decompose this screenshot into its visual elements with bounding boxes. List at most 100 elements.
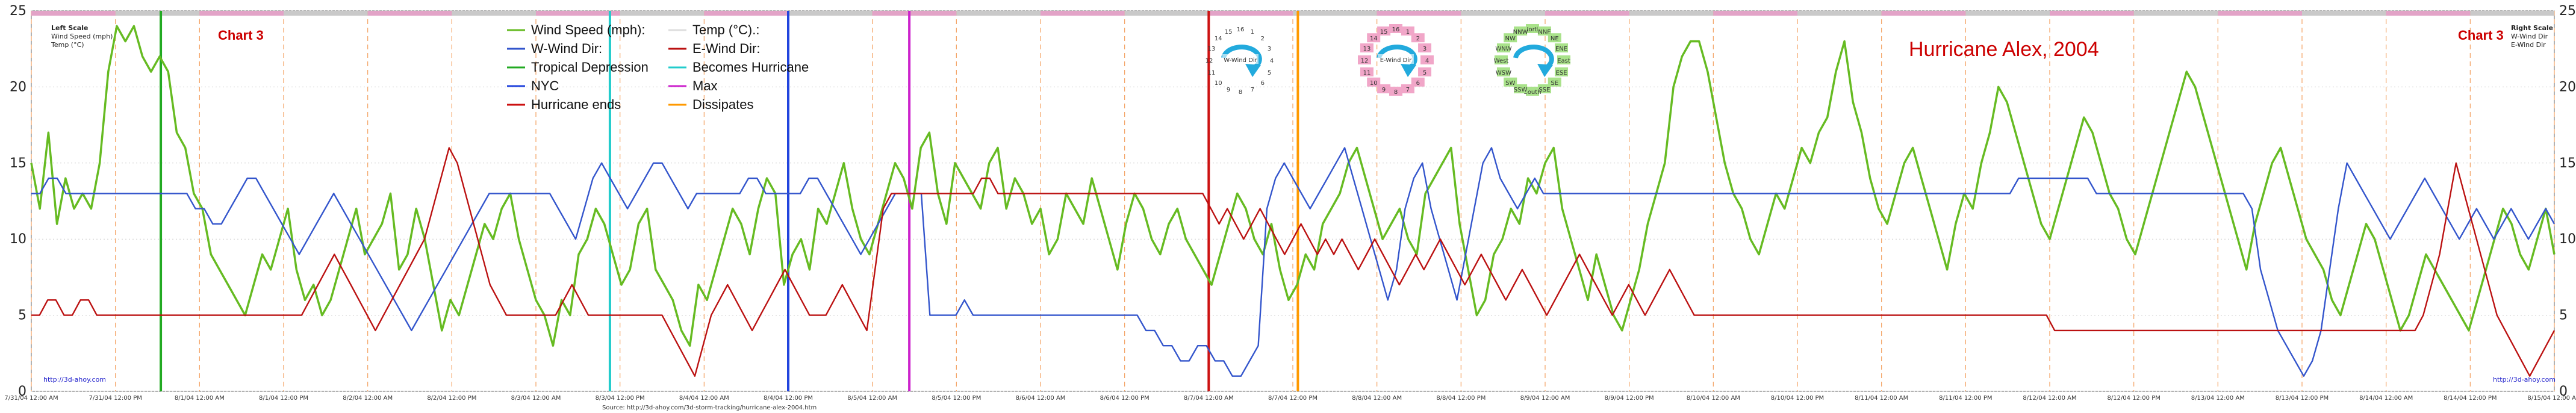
x-tick-label: 8/15/04 12:00 AM [2527,395,2576,402]
y-tick-label-left: 20 [10,79,26,95]
compass-box [1377,84,1391,94]
compass-box [1411,77,1425,87]
x-tick-label: 8/10/04 12:00 PM [1771,395,1824,402]
x-tick-label: 8/12/04 12:00 PM [2107,395,2160,402]
legend: Wind Speed (mph): Temp (°C).: W-Wind Dir: E… [507,22,809,112]
compass-label: 2 [1261,36,1265,42]
day-band [1965,11,2050,16]
compass-box [1504,77,1517,87]
series-line [31,147,2556,377]
url-right[interactable]: http://3d-ahoy.com [2493,376,2556,384]
compass-label: 3 [1268,46,1271,52]
compass-label: 5 [1268,70,1271,76]
compass-arrowhead [1245,64,1261,77]
compass-label: North [1524,26,1541,33]
compass-box [1514,84,1528,94]
compass-label: 3 [1423,46,1426,52]
compass-label: SW [1505,80,1515,87]
y-tick-label-right: 10 [2559,232,2576,247]
compass-label: 15 [1380,29,1388,36]
x-tick-label: 8/4/04 12:00 PM [764,395,813,402]
day-band [199,11,284,16]
compass-label: 6 [1416,80,1420,87]
compass-box [1420,55,1434,64]
y-axis-left: 0 5 10 15 20 25 [10,4,26,399]
compass-label: SSE [1538,87,1550,93]
day-band [1377,11,1461,16]
y-tick-label-right: 25 [2559,4,2576,19]
compass-label: WNW [1495,46,1511,52]
x-tick-label: 7/31/04 12:00 AM [4,395,58,402]
compass-box [1514,26,1528,36]
compass-label: 4 [1270,58,1274,64]
compass-label: 9 [1382,87,1386,93]
chart-label-right: Chart 3 [2458,28,2504,43]
day-bands [31,11,2554,16]
compass-box [1389,24,1402,33]
compass-label: 6 [1261,80,1265,87]
x-tick-label: 8/13/04 12:00 PM [2276,395,2329,402]
y-tick-label-left: 25 [10,4,26,19]
compass-box [1418,43,1432,53]
compass-arrow [1513,45,1554,71]
day-band [2386,11,2471,16]
compass-box [1504,33,1517,43]
right-scale-title: Right Scale [2511,24,2553,32]
x-tick-label: 8/2/04 12:00 PM [427,395,476,402]
compass-label: 8 [1239,89,1242,96]
compass-label: NW [1505,36,1516,42]
x-tick-label: 8/3/04 12:00 AM [511,395,561,402]
day-band [367,11,452,16]
day-band [1041,11,1125,16]
x-tick-label: 8/10/04 12:00 AM [1687,395,1740,402]
compass-label: 4 [1425,58,1429,64]
left-scale-legend: Left Scale Wind Speed (mph) Temp (°C) [51,24,113,49]
day-band [2470,11,2554,16]
day-band [115,11,200,16]
compass-box [1360,67,1374,76]
day-band [1881,11,1966,16]
compass-box [1401,84,1414,94]
compass-box [1555,43,1569,53]
legend-label: NYC [531,78,559,93]
day-band [536,11,620,16]
y-axis-right: 0 5 10 15 20 25 [2559,4,2576,399]
left-scale-title: Left Scale [51,24,88,32]
compass-label: NNE [1538,29,1551,36]
left-scale-line-2: Temp (°C) [51,41,84,49]
legend-label: Becomes Hurricane [692,60,809,75]
footer-url[interactable]: Source: http://3d-ahoy.com/3d-storm-trac… [602,405,817,411]
compass-label: SSW [1514,87,1528,93]
compass-box [1526,87,1539,96]
compass-label: 16 [1237,26,1245,33]
day-band [1545,11,1629,16]
compass-box [1557,55,1570,64]
compass-label: WSW [1496,70,1511,76]
x-axis: 7/31/04 12:00 AM 7/31/04 12:00 PM 8/1/04 1… [4,395,2576,402]
compass-box [1389,87,1402,96]
compass-arrowhead [1401,64,1416,77]
y-tick-label-right: 5 [2559,308,2568,323]
compass-label: 14 [1215,36,1222,42]
x-tick-label: 8/1/04 12:00 PM [259,395,308,402]
y-tick-label-left: 15 [10,156,26,171]
compass-arrowhead [1537,64,1553,77]
x-tick-label: 8/1/04 12:00 AM [175,395,225,402]
series-line [31,147,2556,377]
url-left[interactable]: http://3d-ahoy.com [43,376,106,384]
legend-label: Max [692,78,718,93]
day-band [1797,11,1882,16]
right-scale-legend: Right Scale W-Wind Dir E-Wind Dir [2511,24,2553,49]
x-tick-label: 7/31/04 12:00 PM [89,395,142,402]
day-band [1124,11,1209,16]
day-band [1629,11,1714,16]
chart-title: Hurricane Alex, 2004 [1909,38,2099,61]
compass-box [1377,26,1391,36]
y-tick-label-right: 0 [2559,384,2568,399]
right-scale-line-2: E-Wind Dir [2511,41,2546,49]
day-band [284,11,368,16]
day-band [1293,11,1377,16]
compass-label: 11 [1208,70,1216,76]
